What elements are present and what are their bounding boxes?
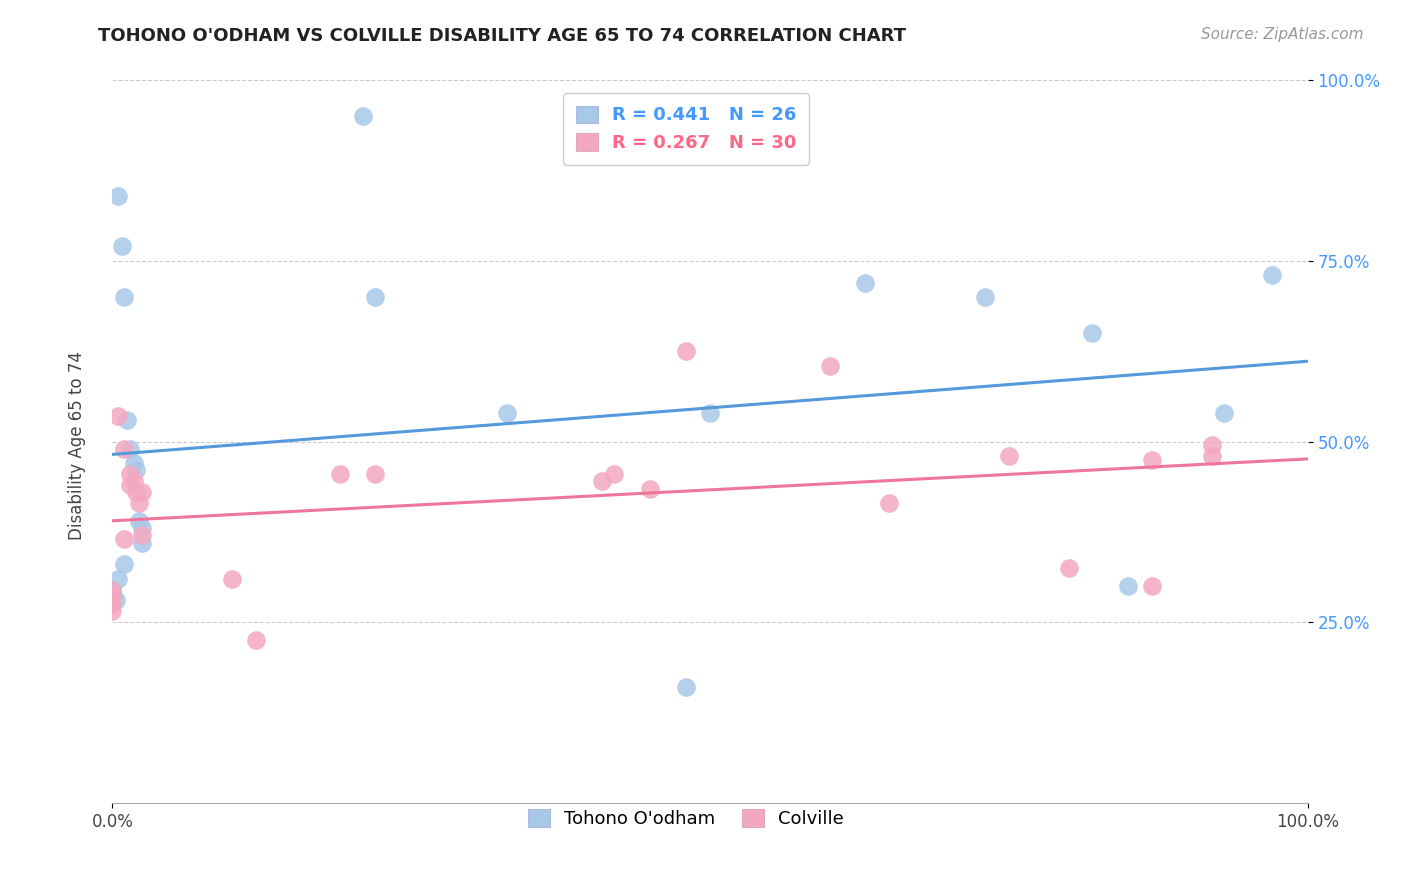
Point (1261, 268, 1284, 283)
Point (101, 597, 124, 611)
Point (879, 496, 901, 510)
Point (221, 572, 243, 586)
Point (101, 590, 124, 604)
Point (105, 593, 128, 607)
Point (120, 442, 142, 456)
Point (496, 406, 519, 420)
Point (107, 409, 129, 424)
Point (1201, 438, 1223, 452)
Point (364, 467, 387, 481)
Point (1081, 326, 1104, 340)
Point (120, 467, 142, 481)
Point (115, 413, 138, 427)
Point (107, 189, 129, 203)
Point (245, 633, 267, 648)
Point (101, 582, 124, 597)
Point (131, 535, 153, 549)
Point (1142, 452, 1164, 467)
Point (125, 485, 148, 500)
Point (675, 344, 697, 359)
Point (101, 590, 124, 604)
Point (998, 449, 1021, 463)
Point (131, 521, 153, 535)
Point (1142, 579, 1164, 593)
Point (855, 276, 877, 290)
Point (114, 558, 135, 572)
Point (1213, 406, 1236, 420)
Point (1201, 449, 1223, 463)
Point (114, 442, 135, 456)
Text: Disability Age 65 to 74: Disability Age 65 to 74 (69, 351, 86, 541)
Point (1057, 561, 1080, 575)
Point (603, 467, 626, 481)
Point (675, 680, 697, 694)
Point (974, 290, 997, 304)
Point (114, 532, 135, 546)
Point (1118, 579, 1140, 593)
Point (114, 290, 135, 304)
Point (329, 467, 352, 481)
Point (128, 514, 150, 528)
Point (101, 604, 124, 618)
Point (364, 290, 387, 304)
Text: Source: ZipAtlas.com: Source: ZipAtlas.com (1201, 27, 1364, 42)
Point (107, 572, 129, 586)
Point (122, 456, 145, 470)
Text: TOHONO O'ODHAM VS COLVILLE DISABILITY AGE 65 TO 74 CORRELATION CHART: TOHONO O'ODHAM VS COLVILLE DISABILITY AG… (98, 27, 907, 45)
Point (699, 406, 721, 420)
Point (125, 463, 148, 477)
Point (131, 485, 153, 500)
Point (640, 482, 662, 496)
Point (122, 475, 145, 489)
Point (101, 582, 124, 597)
Point (818, 359, 841, 373)
Point (592, 475, 614, 489)
Point (120, 478, 142, 492)
Legend: Tohono O'odham, Colville: Tohono O'odham, Colville (519, 800, 853, 837)
Point (352, 110, 374, 124)
Point (128, 496, 150, 510)
Point (131, 528, 153, 542)
Point (111, 239, 134, 253)
